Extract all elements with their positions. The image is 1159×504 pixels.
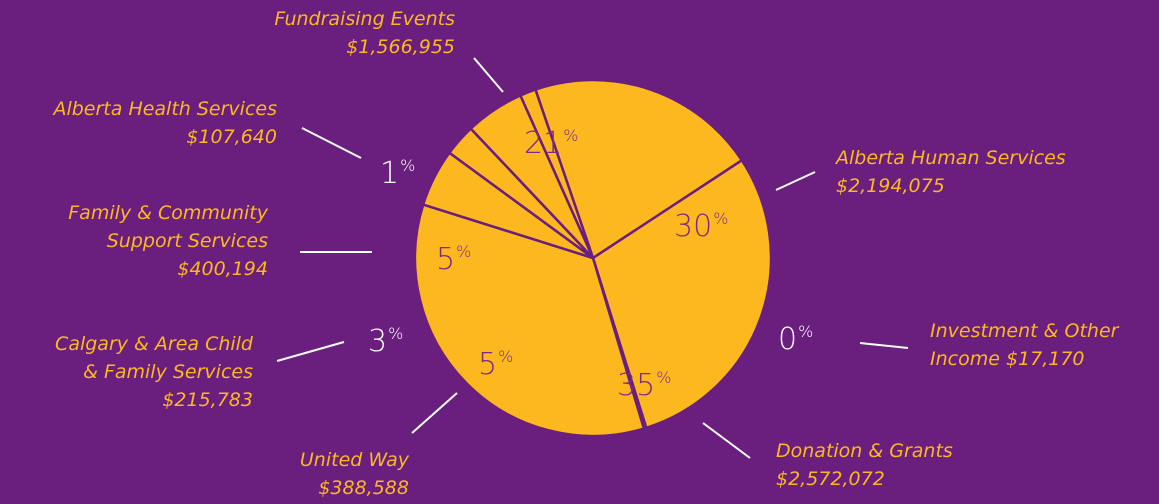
slice-label-donation: Donation & Grants $2,572,072 xyxy=(776,437,953,493)
percent-label-investment: 0% xyxy=(778,322,814,357)
slice-name: Alberta Health Services xyxy=(53,98,277,120)
leader-calgary xyxy=(276,341,345,362)
slice-amount: Income $17,170 xyxy=(930,348,1085,370)
percent-label-fundraising: 21% xyxy=(524,126,579,161)
pie-slice-3 xyxy=(413,203,646,438)
leader-fundraising xyxy=(473,57,504,93)
slice-amount: $2,194,075 xyxy=(836,175,945,197)
leader-lines xyxy=(276,57,909,459)
slice-label-fundraising: Fundraising Events $1,566,955 xyxy=(274,5,455,61)
slice-amount: $388,588 xyxy=(318,477,409,499)
percent-label-calgary: 3% xyxy=(368,324,404,359)
slice-amount: $107,640 xyxy=(186,126,277,148)
leader-human-services xyxy=(775,171,816,191)
slice-label-human-services: Alberta Human Services $2,194,075 xyxy=(836,144,1066,200)
leader-united-way xyxy=(411,392,458,434)
slice-amount: $215,783 xyxy=(162,389,253,411)
percent-label-health: 1% xyxy=(380,156,416,191)
leader-donation xyxy=(702,422,751,459)
pie-slice-1 xyxy=(591,159,773,430)
pie-slice-7 xyxy=(519,88,595,260)
slice-label-calgary: Calgary & Area Child & Family Services $… xyxy=(55,330,253,414)
slice-amount: $400,194 xyxy=(177,258,268,280)
slice-name: Calgary & Area Child xyxy=(55,333,253,355)
leader-investment xyxy=(859,342,909,349)
slice-name: Donation & Grants xyxy=(776,440,953,462)
percent-label-fcss: 5% xyxy=(436,242,472,277)
slice-label-united-way: United Way $388,588 xyxy=(300,446,409,502)
slice-name: United Way xyxy=(299,449,409,471)
leader-health xyxy=(301,127,362,159)
percent-label-united-way: 5% xyxy=(478,347,514,382)
percent-label-donation: 35% xyxy=(617,368,672,403)
slice-name-cont: & Family Services xyxy=(83,361,253,383)
slice-label-investment: Investment & Other Income $17,170 xyxy=(930,317,1118,373)
pie-slices xyxy=(413,78,773,438)
pie-slice-0 xyxy=(534,78,744,260)
slice-amount: $1,566,955 xyxy=(346,36,455,58)
slice-label-fcss: Family & Community Support Services $400… xyxy=(68,199,268,283)
slice-name: Investment & Other xyxy=(930,320,1119,342)
slice-name: Fundraising Events xyxy=(274,8,455,30)
slice-name: Family & Community xyxy=(68,202,268,224)
slice-amount: $2,572,072 xyxy=(776,468,885,490)
slice-name-cont: Support Services xyxy=(106,230,268,252)
slice-label-health: Alberta Health Services $107,640 xyxy=(53,95,277,151)
percent-label-human-services: 30% xyxy=(674,209,729,244)
slice-name: Alberta Human Services xyxy=(836,147,1066,169)
